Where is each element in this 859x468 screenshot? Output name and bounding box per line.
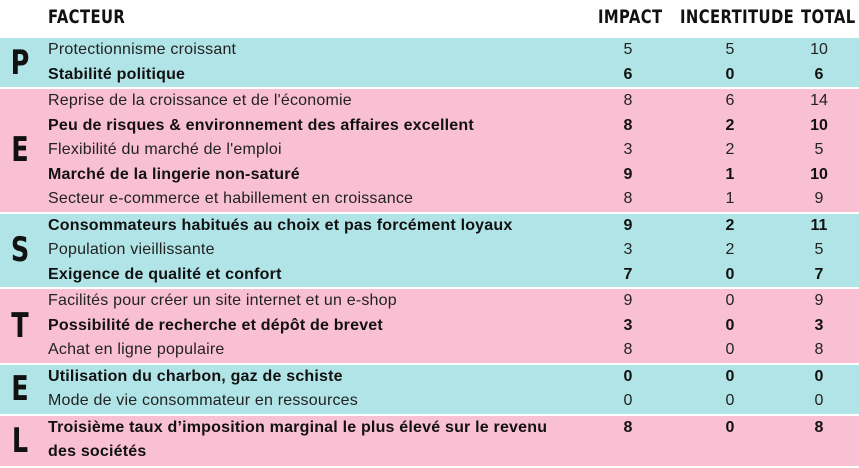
table-row: Marché de la lingerie non-saturé 9 1 10 — [0, 163, 859, 188]
uncertainty-cell: 1 — [725, 190, 735, 207]
table-row: Population vieillissante 3 2 5 — [0, 238, 859, 263]
uncertainty-cell: 0 — [725, 367, 735, 385]
header-uncertainty: INCERTITUDE — [680, 6, 795, 28]
pestel-group: Troisième taux d’imposition marginal le … — [0, 415, 859, 468]
total-cell: 5 — [814, 141, 824, 158]
uncertainty-cell: 0 — [725, 292, 735, 309]
impact-cell: 5 — [623, 41, 633, 58]
impact-cell: 8 — [623, 341, 633, 358]
factor-cell: Utilisation du charbon, gaz de schiste — [48, 367, 343, 385]
table-row: Protectionnisme croissant 5 5 10 — [0, 38, 859, 63]
table-row: Exigence de qualité et confort 7 0 7 — [0, 263, 859, 288]
pestel-letter: S — [10, 230, 30, 271]
pestel-letter: T — [11, 305, 29, 346]
factor-cell: Possibilité de recherche et dépôt de bre… — [48, 316, 383, 334]
uncertainty-cell: 2 — [725, 216, 735, 234]
uncertainty-cell: 0 — [725, 265, 735, 283]
impact-cell: 9 — [623, 292, 633, 309]
factor-cell: Facilités pour créer un site internet et… — [48, 292, 397, 309]
factor-cell: Population vieillissante — [48, 241, 215, 258]
total-cell: 3 — [814, 316, 824, 334]
total-cell: 11 — [810, 216, 828, 234]
uncertainty-cell: 0 — [725, 316, 735, 334]
factor-cell: Marché de la lingerie non-saturé — [48, 165, 300, 183]
factor-cell: Secteur e-commerce et habillement en cro… — [48, 190, 414, 207]
table-header: FACTEUR IMPACT INCERTITUDE TOTAL — [0, 0, 859, 38]
total-cell: 0 — [814, 367, 824, 385]
pestel-letter: E — [11, 130, 29, 171]
factor-cell: Protectionnisme croissant — [48, 41, 237, 58]
header-impact: IMPACT — [598, 6, 663, 28]
total-cell: 5 — [814, 241, 824, 258]
factor-cell: Consommateurs habitués au choix et pas f… — [48, 216, 513, 234]
table-row: Possibilité de recherche et dépôt de bre… — [0, 314, 859, 339]
impact-cell: 0 — [623, 392, 633, 409]
table-row: Achat en ligne populaire 8 0 8 — [0, 338, 859, 363]
impact-cell: 8 — [623, 418, 633, 436]
total-cell: 9 — [814, 190, 824, 207]
uncertainty-cell: 0 — [725, 341, 735, 358]
total-cell: 14 — [810, 92, 828, 109]
header-factor: FACTEUR — [48, 6, 126, 28]
impact-cell: 8 — [623, 116, 633, 134]
pestel-letter: E — [11, 369, 29, 409]
table-row: Troisième taux d’imposition marginal le … — [0, 416, 859, 466]
pestel-group: Protectionnisme croissant 5 5 10 Stabilité p… — [0, 38, 859, 89]
pestel-group: Facilités pour créer un site internet et… — [0, 289, 859, 365]
table-row: Secteur e-commerce et habillement en cro… — [0, 187, 859, 212]
factor-cell: Achat en ligne populaire — [48, 341, 225, 358]
header-total: TOTAL — [801, 6, 856, 28]
impact-cell: 8 — [623, 190, 633, 207]
table-row: Mode de vie consommateur en ressources 0 0… — [0, 389, 859, 414]
total-cell: 6 — [814, 65, 824, 83]
uncertainty-cell: 2 — [725, 141, 735, 158]
pestel-group: Reprise de la croissance et de l'économi… — [0, 89, 859, 214]
pestel-letter: L — [11, 420, 29, 461]
total-cell: 10 — [810, 116, 828, 134]
table-row: Reprise de la croissance et de l'économi… — [0, 89, 859, 114]
total-cell: 9 — [814, 292, 824, 309]
impact-cell: 3 — [623, 141, 633, 158]
total-cell: 7 — [814, 265, 824, 283]
uncertainty-cell: 0 — [725, 392, 735, 409]
factor-cell: Stabilité politique — [48, 65, 186, 83]
factor-cell: Mode de vie consommateur en ressources — [48, 392, 358, 409]
impact-cell: 9 — [623, 165, 633, 183]
factor-cell: Exigence de qualité et confort — [48, 265, 282, 283]
total-cell: 10 — [810, 165, 828, 183]
uncertainty-cell: 6 — [725, 92, 735, 109]
pestel-group: Utilisation du charbon, gaz de schiste 0 0… — [0, 364, 859, 416]
total-cell: 0 — [814, 392, 824, 409]
table-row: Facilités pour créer un site internet et… — [0, 289, 859, 314]
factor-cell: Troisième taux d’imposition marginal le … — [48, 418, 548, 460]
impact-cell: 8 — [623, 92, 633, 109]
impact-cell: 0 — [623, 367, 633, 385]
impact-cell: 7 — [623, 265, 633, 283]
factor-cell: Reprise de la croissance et de l'économi… — [48, 92, 352, 109]
uncertainty-cell: 2 — [725, 241, 735, 258]
impact-cell: 9 — [623, 216, 633, 234]
table-row: Peu de risques & environnement des affai… — [0, 114, 859, 139]
uncertainty-cell: 5 — [725, 41, 735, 58]
uncertainty-cell: 1 — [725, 165, 735, 183]
pestel-group: Consommateurs habitués au choix et pas f… — [0, 213, 859, 289]
table-row: Stabilité politique 6 0 6 — [0, 63, 859, 88]
impact-cell: 6 — [623, 65, 633, 83]
factor-cell: Peu de risques & environnement des affai… — [48, 116, 474, 134]
impact-cell: 3 — [623, 316, 633, 334]
pestel-letter: P — [10, 42, 30, 83]
pestel-table: Protectionnisme croissant 5 5 10 Stabilité p… — [0, 38, 859, 468]
total-cell: 8 — [814, 418, 824, 436]
uncertainty-cell: 2 — [725, 116, 735, 134]
uncertainty-cell: 0 — [725, 418, 735, 436]
uncertainty-cell: 0 — [725, 65, 735, 83]
impact-cell: 3 — [623, 241, 633, 258]
total-cell: 10 — [810, 41, 828, 58]
table-row: Utilisation du charbon, gaz de schiste 0 0… — [0, 365, 859, 390]
total-cell: 8 — [814, 341, 824, 358]
table-row: Consommateurs habitués au choix et pas f… — [0, 214, 859, 239]
table-row: Flexibilité du marché de l'emploi 3 2 5 — [0, 138, 859, 163]
factor-cell: Flexibilité du marché de l'emploi — [48, 141, 282, 158]
